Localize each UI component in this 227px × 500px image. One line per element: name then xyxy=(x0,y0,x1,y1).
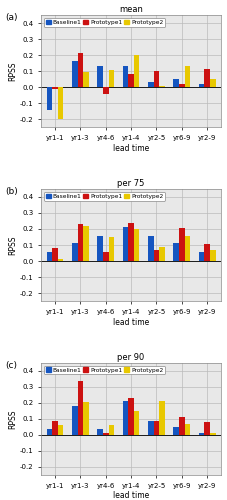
Text: (c): (c) xyxy=(5,360,17,370)
Bar xyxy=(173,242,178,261)
Y-axis label: RPSS: RPSS xyxy=(8,236,17,255)
Bar xyxy=(198,434,204,435)
Bar xyxy=(209,79,215,87)
Bar xyxy=(77,381,83,435)
Title: per 75: per 75 xyxy=(117,179,144,188)
Bar xyxy=(83,226,88,261)
Bar xyxy=(209,250,215,261)
Legend: Baseline1, Prototype1, Prototype2: Baseline1, Prototype1, Prototype2 xyxy=(44,192,164,200)
Bar xyxy=(108,237,114,261)
Bar xyxy=(173,427,178,435)
Bar xyxy=(148,82,153,87)
Bar xyxy=(102,252,108,261)
Legend: Baseline1, Prototype1, Prototype2: Baseline1, Prototype1, Prototype2 xyxy=(44,18,164,26)
Bar xyxy=(122,228,128,261)
Bar xyxy=(184,424,189,435)
Bar xyxy=(102,434,108,435)
Bar xyxy=(184,66,189,87)
Bar xyxy=(46,428,52,435)
Bar xyxy=(178,84,184,87)
Bar xyxy=(153,71,159,87)
Bar xyxy=(204,244,209,261)
Bar xyxy=(72,62,77,87)
Bar xyxy=(83,402,88,435)
Bar xyxy=(209,434,215,435)
Bar xyxy=(128,74,133,87)
Bar xyxy=(72,406,77,435)
Bar xyxy=(153,422,159,435)
Bar xyxy=(133,55,139,87)
Bar xyxy=(178,228,184,261)
Bar xyxy=(122,66,128,87)
Bar xyxy=(97,66,102,87)
Bar xyxy=(57,426,63,435)
X-axis label: lead time: lead time xyxy=(113,318,148,326)
Bar xyxy=(184,236,189,261)
Title: per 90: per 90 xyxy=(117,353,144,362)
Bar xyxy=(77,54,83,87)
Bar xyxy=(77,224,83,261)
Bar xyxy=(198,84,204,87)
Title: mean: mean xyxy=(119,5,142,14)
Bar xyxy=(97,428,102,435)
Bar xyxy=(122,402,128,435)
Bar xyxy=(72,244,77,261)
Y-axis label: RPSS: RPSS xyxy=(8,62,17,81)
Bar xyxy=(159,246,164,261)
Y-axis label: RPSS: RPSS xyxy=(8,409,17,428)
Legend: Baseline1, Prototype1, Prototype2: Baseline1, Prototype1, Prototype2 xyxy=(44,366,164,374)
Bar xyxy=(148,236,153,261)
Bar xyxy=(204,422,209,435)
Bar xyxy=(46,87,52,110)
Bar xyxy=(133,411,139,435)
Bar xyxy=(108,426,114,435)
Bar xyxy=(57,87,63,119)
Bar xyxy=(178,418,184,435)
Bar xyxy=(153,250,159,261)
X-axis label: lead time: lead time xyxy=(113,492,148,500)
Bar xyxy=(173,79,178,87)
Bar xyxy=(159,402,164,435)
Bar xyxy=(52,420,57,435)
Bar xyxy=(52,87,57,88)
Bar xyxy=(133,229,139,261)
Bar xyxy=(52,248,57,261)
Bar xyxy=(57,260,63,261)
Bar xyxy=(102,87,108,94)
Bar xyxy=(148,420,153,435)
Bar xyxy=(97,236,102,261)
Bar xyxy=(128,398,133,435)
Bar xyxy=(108,70,114,87)
Bar xyxy=(198,252,204,261)
Bar xyxy=(128,224,133,261)
Bar xyxy=(204,70,209,87)
X-axis label: lead time: lead time xyxy=(113,144,148,152)
Bar xyxy=(159,86,164,87)
Text: (b): (b) xyxy=(5,186,18,196)
Text: (a): (a) xyxy=(5,13,17,22)
Bar xyxy=(83,72,88,87)
Bar xyxy=(46,252,52,261)
